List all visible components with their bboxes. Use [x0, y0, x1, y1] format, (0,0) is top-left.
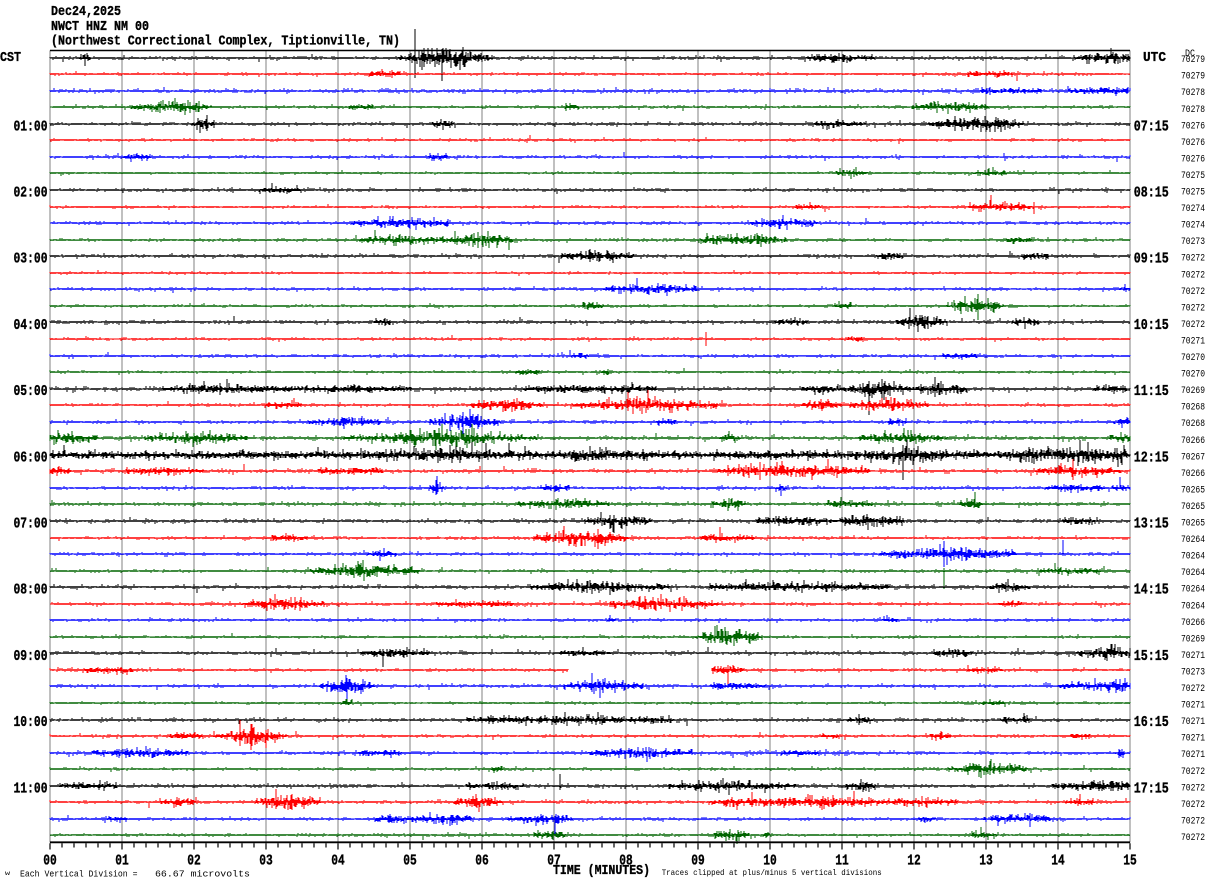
svg-text:08:15: 08:15: [1134, 185, 1169, 202]
svg-text:70264: 70264: [1181, 551, 1205, 563]
svg-text:10: 10: [763, 853, 777, 870]
svg-text:70272: 70272: [1181, 832, 1205, 844]
svg-text:TIME (MINUTES): TIME (MINUTES): [553, 863, 650, 879]
svg-text:70272: 70272: [1181, 269, 1205, 281]
svg-text:70266: 70266: [1181, 468, 1205, 480]
svg-text:07:00: 07:00: [14, 516, 48, 533]
svg-text:70279: 70279: [1181, 54, 1205, 66]
svg-text:70272: 70272: [1181, 253, 1205, 265]
svg-text:70271: 70271: [1181, 700, 1205, 712]
svg-text:70272: 70272: [1181, 683, 1205, 695]
svg-text:70276: 70276: [1181, 137, 1205, 149]
svg-text:13:15: 13:15: [1134, 516, 1169, 533]
svg-text:70271: 70271: [1181, 749, 1205, 761]
svg-text:UTC: UTC: [1143, 50, 1167, 66]
svg-text:12: 12: [907, 853, 921, 870]
svg-text:70271: 70271: [1181, 716, 1205, 728]
svg-text:08: 08: [619, 853, 633, 870]
svg-text:70274: 70274: [1181, 203, 1205, 215]
svg-text:Each Vertical Division =: Each Vertical Division =: [20, 869, 138, 879]
svg-text:09:00: 09:00: [14, 648, 48, 665]
svg-text:70278: 70278: [1181, 87, 1205, 99]
svg-text:15:15: 15:15: [1134, 648, 1169, 665]
svg-text:06: 06: [475, 853, 489, 870]
svg-text:70270: 70270: [1181, 352, 1205, 364]
svg-text:03:00: 03:00: [14, 251, 48, 268]
svg-text:70271: 70271: [1181, 335, 1205, 347]
svg-text:16:15: 16:15: [1134, 714, 1169, 731]
svg-text:01:00: 01:00: [14, 118, 48, 135]
svg-text:04:00: 04:00: [14, 317, 48, 334]
svg-text:70267: 70267: [1181, 451, 1205, 463]
svg-text:10:15: 10:15: [1134, 317, 1169, 334]
svg-text:(Northwest Correctional Comple: (Northwest Correctional Complex, Tiption…: [51, 34, 400, 50]
svg-text:70264: 70264: [1181, 600, 1205, 612]
svg-text:02: 02: [187, 853, 201, 870]
svg-text:DC: DC: [1185, 48, 1195, 60]
svg-text:14: 14: [1051, 853, 1065, 870]
svg-text:07:15: 07:15: [1134, 118, 1169, 135]
svg-text:70275: 70275: [1181, 170, 1205, 182]
svg-text:70275: 70275: [1181, 187, 1205, 199]
svg-text:06:00: 06:00: [14, 449, 48, 466]
svg-text:12:15: 12:15: [1134, 449, 1169, 466]
svg-text:03: 03: [259, 853, 273, 870]
svg-text:70278: 70278: [1181, 104, 1205, 116]
svg-text:70274: 70274: [1181, 220, 1205, 232]
svg-text:11: 11: [835, 853, 849, 870]
svg-text:70269: 70269: [1181, 385, 1205, 397]
svg-text:66.67 microvolts: 66.67 microvolts: [155, 869, 250, 879]
svg-text:70266: 70266: [1181, 617, 1205, 629]
svg-text:09:15: 09:15: [1134, 251, 1169, 268]
svg-text:70265: 70265: [1181, 484, 1205, 496]
svg-text:Dec24,2025: Dec24,2025: [51, 4, 121, 20]
svg-text:09: 09: [691, 853, 705, 870]
svg-text:70273: 70273: [1181, 236, 1205, 248]
svg-text:70266: 70266: [1181, 435, 1205, 447]
svg-text:70270: 70270: [1181, 369, 1205, 381]
svg-text:70279: 70279: [1181, 71, 1205, 83]
svg-text:CST: CST: [0, 50, 21, 66]
svg-text:70264: 70264: [1181, 584, 1205, 596]
svg-text:10:00: 10:00: [14, 714, 48, 731]
svg-text:05:00: 05:00: [14, 383, 48, 400]
svg-text:70272: 70272: [1181, 799, 1205, 811]
svg-text:14:15: 14:15: [1134, 582, 1169, 599]
svg-text:05: 05: [403, 853, 417, 870]
svg-text:11:00: 11:00: [14, 780, 48, 797]
svg-text:70268: 70268: [1181, 402, 1205, 414]
svg-text:70272: 70272: [1181, 319, 1205, 331]
svg-text:70269: 70269: [1181, 633, 1205, 645]
svg-text:70276: 70276: [1181, 120, 1205, 132]
svg-text:13: 13: [979, 853, 993, 870]
svg-text:08:00: 08:00: [14, 582, 48, 599]
svg-text:01: 01: [115, 853, 129, 870]
svg-text:NWCT HNZ NM 00: NWCT HNZ NM 00: [51, 19, 149, 35]
svg-text:70264: 70264: [1181, 567, 1205, 579]
svg-text:70265: 70265: [1181, 518, 1205, 530]
svg-text:04: 04: [331, 853, 345, 870]
svg-text:15: 15: [1123, 853, 1137, 870]
svg-text:70276: 70276: [1181, 153, 1205, 165]
svg-text:70265: 70265: [1181, 501, 1205, 513]
svg-text:17:15: 17:15: [1134, 780, 1169, 797]
svg-text:70264: 70264: [1181, 534, 1205, 546]
svg-text:02:00: 02:00: [14, 185, 48, 202]
svg-text:70271: 70271: [1181, 650, 1205, 662]
svg-text:70272: 70272: [1181, 766, 1205, 778]
svg-text:w: w: [5, 870, 11, 877]
svg-text:70268: 70268: [1181, 418, 1205, 430]
svg-text:00: 00: [43, 853, 57, 870]
svg-text:70272: 70272: [1181, 815, 1205, 827]
svg-text:07: 07: [547, 853, 561, 870]
svg-text:11:15: 11:15: [1134, 383, 1169, 400]
svg-text:Traces clipped at plus/minus 5: Traces clipped at plus/minus 5 vertical …: [662, 868, 882, 878]
svg-text:70271: 70271: [1181, 733, 1205, 745]
svg-text:70272: 70272: [1181, 286, 1205, 298]
svg-text:70272: 70272: [1181, 782, 1205, 794]
svg-text:70272: 70272: [1181, 302, 1205, 314]
svg-text:70273: 70273: [1181, 666, 1205, 678]
